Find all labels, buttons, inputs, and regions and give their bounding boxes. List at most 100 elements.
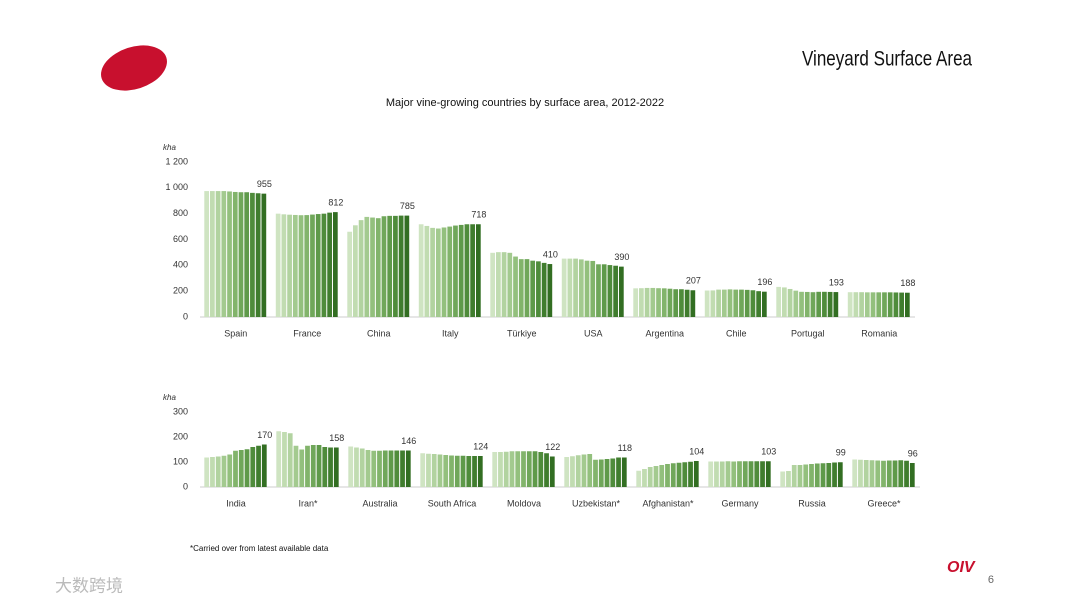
- data-label: 122: [545, 442, 560, 452]
- bar: [893, 292, 899, 317]
- data-label: 410: [543, 249, 558, 259]
- bar: [886, 460, 892, 487]
- bar: [714, 461, 719, 487]
- bar: [653, 466, 659, 487]
- data-label: 390: [614, 252, 629, 262]
- bar: [864, 292, 870, 317]
- page-number: 6: [988, 574, 994, 586]
- bar: [496, 252, 501, 317]
- bar: [375, 218, 381, 317]
- bar: [892, 460, 898, 487]
- bar: [400, 450, 405, 487]
- bar: [315, 214, 321, 317]
- bar: [310, 445, 316, 487]
- bar: [359, 448, 365, 487]
- x-tick-label: Spain: [224, 328, 247, 338]
- bar: [676, 462, 682, 487]
- bar: [573, 258, 578, 317]
- bar: [524, 259, 530, 317]
- bar: [453, 225, 458, 317]
- y-tick-label: 1 000: [165, 182, 188, 192]
- bar: [803, 464, 809, 487]
- bar: [587, 454, 593, 487]
- bar: [750, 290, 756, 317]
- bar: [388, 450, 394, 487]
- bar: [719, 461, 725, 487]
- data-label: 146: [401, 436, 416, 446]
- bar: [492, 452, 498, 487]
- bar: [458, 224, 464, 317]
- bar: [293, 445, 299, 487]
- bar: [780, 471, 786, 487]
- bar: [809, 464, 814, 487]
- data-label: 99: [836, 448, 846, 458]
- bar: [398, 215, 404, 317]
- bar: [435, 228, 441, 317]
- bar: [644, 287, 650, 317]
- bar: [287, 433, 293, 487]
- x-tick-label: Moldova: [507, 498, 541, 508]
- bar: [656, 288, 661, 317]
- x-tick-label: Argentina: [645, 328, 684, 338]
- y-axis-unit: kha: [163, 393, 176, 402]
- data-label: 785: [400, 201, 415, 211]
- bar: [215, 456, 221, 487]
- bar: [797, 465, 803, 487]
- bar: [275, 213, 281, 317]
- bar: [607, 265, 613, 317]
- y-tick-label: 0: [183, 481, 188, 491]
- bar: [721, 289, 727, 317]
- bar: [810, 292, 816, 317]
- bar: [547, 264, 553, 317]
- bar: [618, 266, 624, 317]
- x-tick-label: Australia: [362, 498, 397, 508]
- x-tick-label: USA: [584, 328, 603, 338]
- bar: [667, 288, 673, 317]
- bar: [387, 215, 393, 317]
- bar: [475, 224, 481, 317]
- y-tick-label: 200: [173, 431, 188, 441]
- bar: [859, 292, 864, 317]
- oiv-logo: OIV: [947, 559, 976, 576]
- bar: [584, 260, 590, 317]
- bar: [679, 289, 684, 317]
- bar: [304, 215, 310, 317]
- bar: [756, 291, 761, 317]
- data-label: 118: [618, 443, 632, 453]
- bar: [876, 292, 882, 317]
- bar: [393, 215, 398, 317]
- data-label: 170: [257, 430, 272, 440]
- bar: [742, 461, 748, 487]
- x-tick-label: Chile: [726, 328, 747, 338]
- bar: [238, 450, 244, 487]
- bar: [570, 456, 575, 487]
- bar: [690, 290, 696, 317]
- bar: [327, 212, 332, 317]
- bar: [826, 463, 832, 487]
- bar: [521, 451, 526, 487]
- bar: [816, 291, 822, 317]
- bar: [507, 252, 513, 317]
- bar: [869, 460, 875, 487]
- bar: [472, 456, 477, 487]
- bar: [530, 260, 536, 317]
- bar: [405, 450, 411, 487]
- bar: [739, 289, 744, 317]
- bar: [381, 216, 387, 317]
- x-tick-label: Afghanistan*: [642, 498, 694, 508]
- bar: [704, 290, 710, 317]
- bar: [298, 215, 304, 317]
- bar: [449, 455, 454, 487]
- bar: [370, 217, 375, 317]
- bar: [498, 452, 503, 487]
- bar: [682, 462, 688, 487]
- bar: [673, 289, 679, 317]
- data-label: 207: [686, 276, 701, 286]
- x-tick-label: Greece*: [867, 498, 901, 508]
- data-label: 193: [829, 277, 844, 287]
- bar: [804, 291, 810, 317]
- bar: [909, 463, 915, 487]
- bar: [593, 459, 598, 487]
- bar: [430, 227, 435, 317]
- bar: [904, 460, 909, 487]
